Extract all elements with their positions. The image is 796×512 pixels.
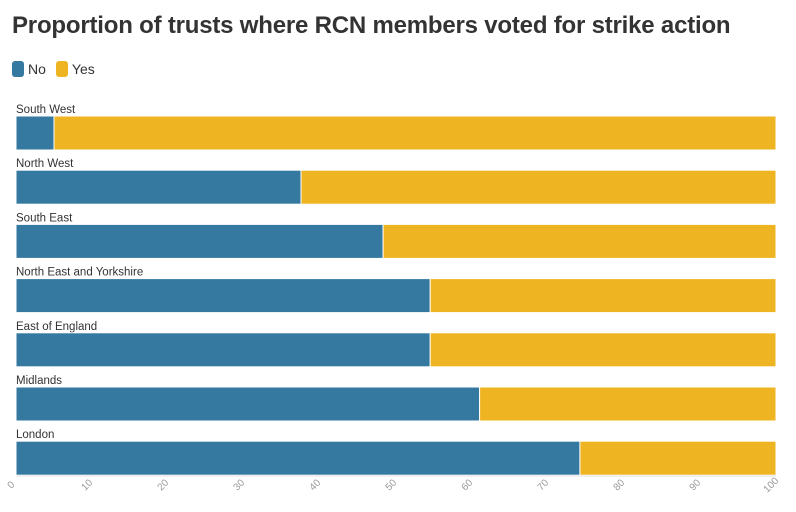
- x-tick-label: 100: [762, 475, 782, 495]
- bar-yes[interactable]: [300, 169, 777, 205]
- legend-item-no[interactable]: No: [12, 61, 46, 77]
- bar-yes[interactable]: [579, 440, 777, 476]
- x-tick-label: 0: [6, 479, 18, 491]
- legend: No Yes: [12, 61, 105, 77]
- x-tick-label: 70: [536, 477, 552, 493]
- x-tick-label: 20: [156, 477, 172, 493]
- legend-label-no: No: [28, 61, 46, 77]
- legend-item-yes[interactable]: Yes: [55, 61, 95, 77]
- bar-no[interactable]: [15, 115, 55, 151]
- bar-no[interactable]: [15, 169, 302, 205]
- category-label: South West: [16, 104, 76, 116]
- x-tick-label: 30: [232, 477, 248, 493]
- x-tick-label: 40: [308, 477, 324, 493]
- x-tick-label: 60: [460, 477, 476, 493]
- category-label: North East and Yorkshire: [16, 267, 143, 279]
- category-label: North West: [16, 158, 74, 170]
- bar-yes[interactable]: [479, 386, 777, 422]
- bar-yes[interactable]: [429, 278, 777, 314]
- category-label: East of England: [16, 321, 97, 333]
- legend-label-yes: Yes: [71, 61, 95, 77]
- bar-no[interactable]: [15, 332, 431, 368]
- x-tick-label: 10: [80, 477, 96, 493]
- bar-no[interactable]: [15, 386, 481, 422]
- x-tick-label: 90: [688, 477, 704, 493]
- x-tick-label: 80: [612, 477, 628, 493]
- category-label: London: [16, 429, 54, 441]
- legend-swatch-no: [12, 61, 24, 77]
- bar-no[interactable]: [15, 223, 384, 259]
- x-tick-label: 50: [384, 477, 400, 493]
- bar-no[interactable]: [15, 440, 581, 476]
- bar-no[interactable]: [15, 278, 431, 314]
- bar-yes[interactable]: [429, 332, 777, 368]
- chart-title: Proportion of trusts where RCN members v…: [12, 12, 731, 39]
- bar-yes[interactable]: [382, 223, 777, 259]
- category-label: South East: [16, 212, 73, 224]
- legend-swatch-yes: [55, 61, 68, 77]
- category-label: Midlands: [16, 375, 62, 387]
- bar-yes[interactable]: [53, 115, 777, 151]
